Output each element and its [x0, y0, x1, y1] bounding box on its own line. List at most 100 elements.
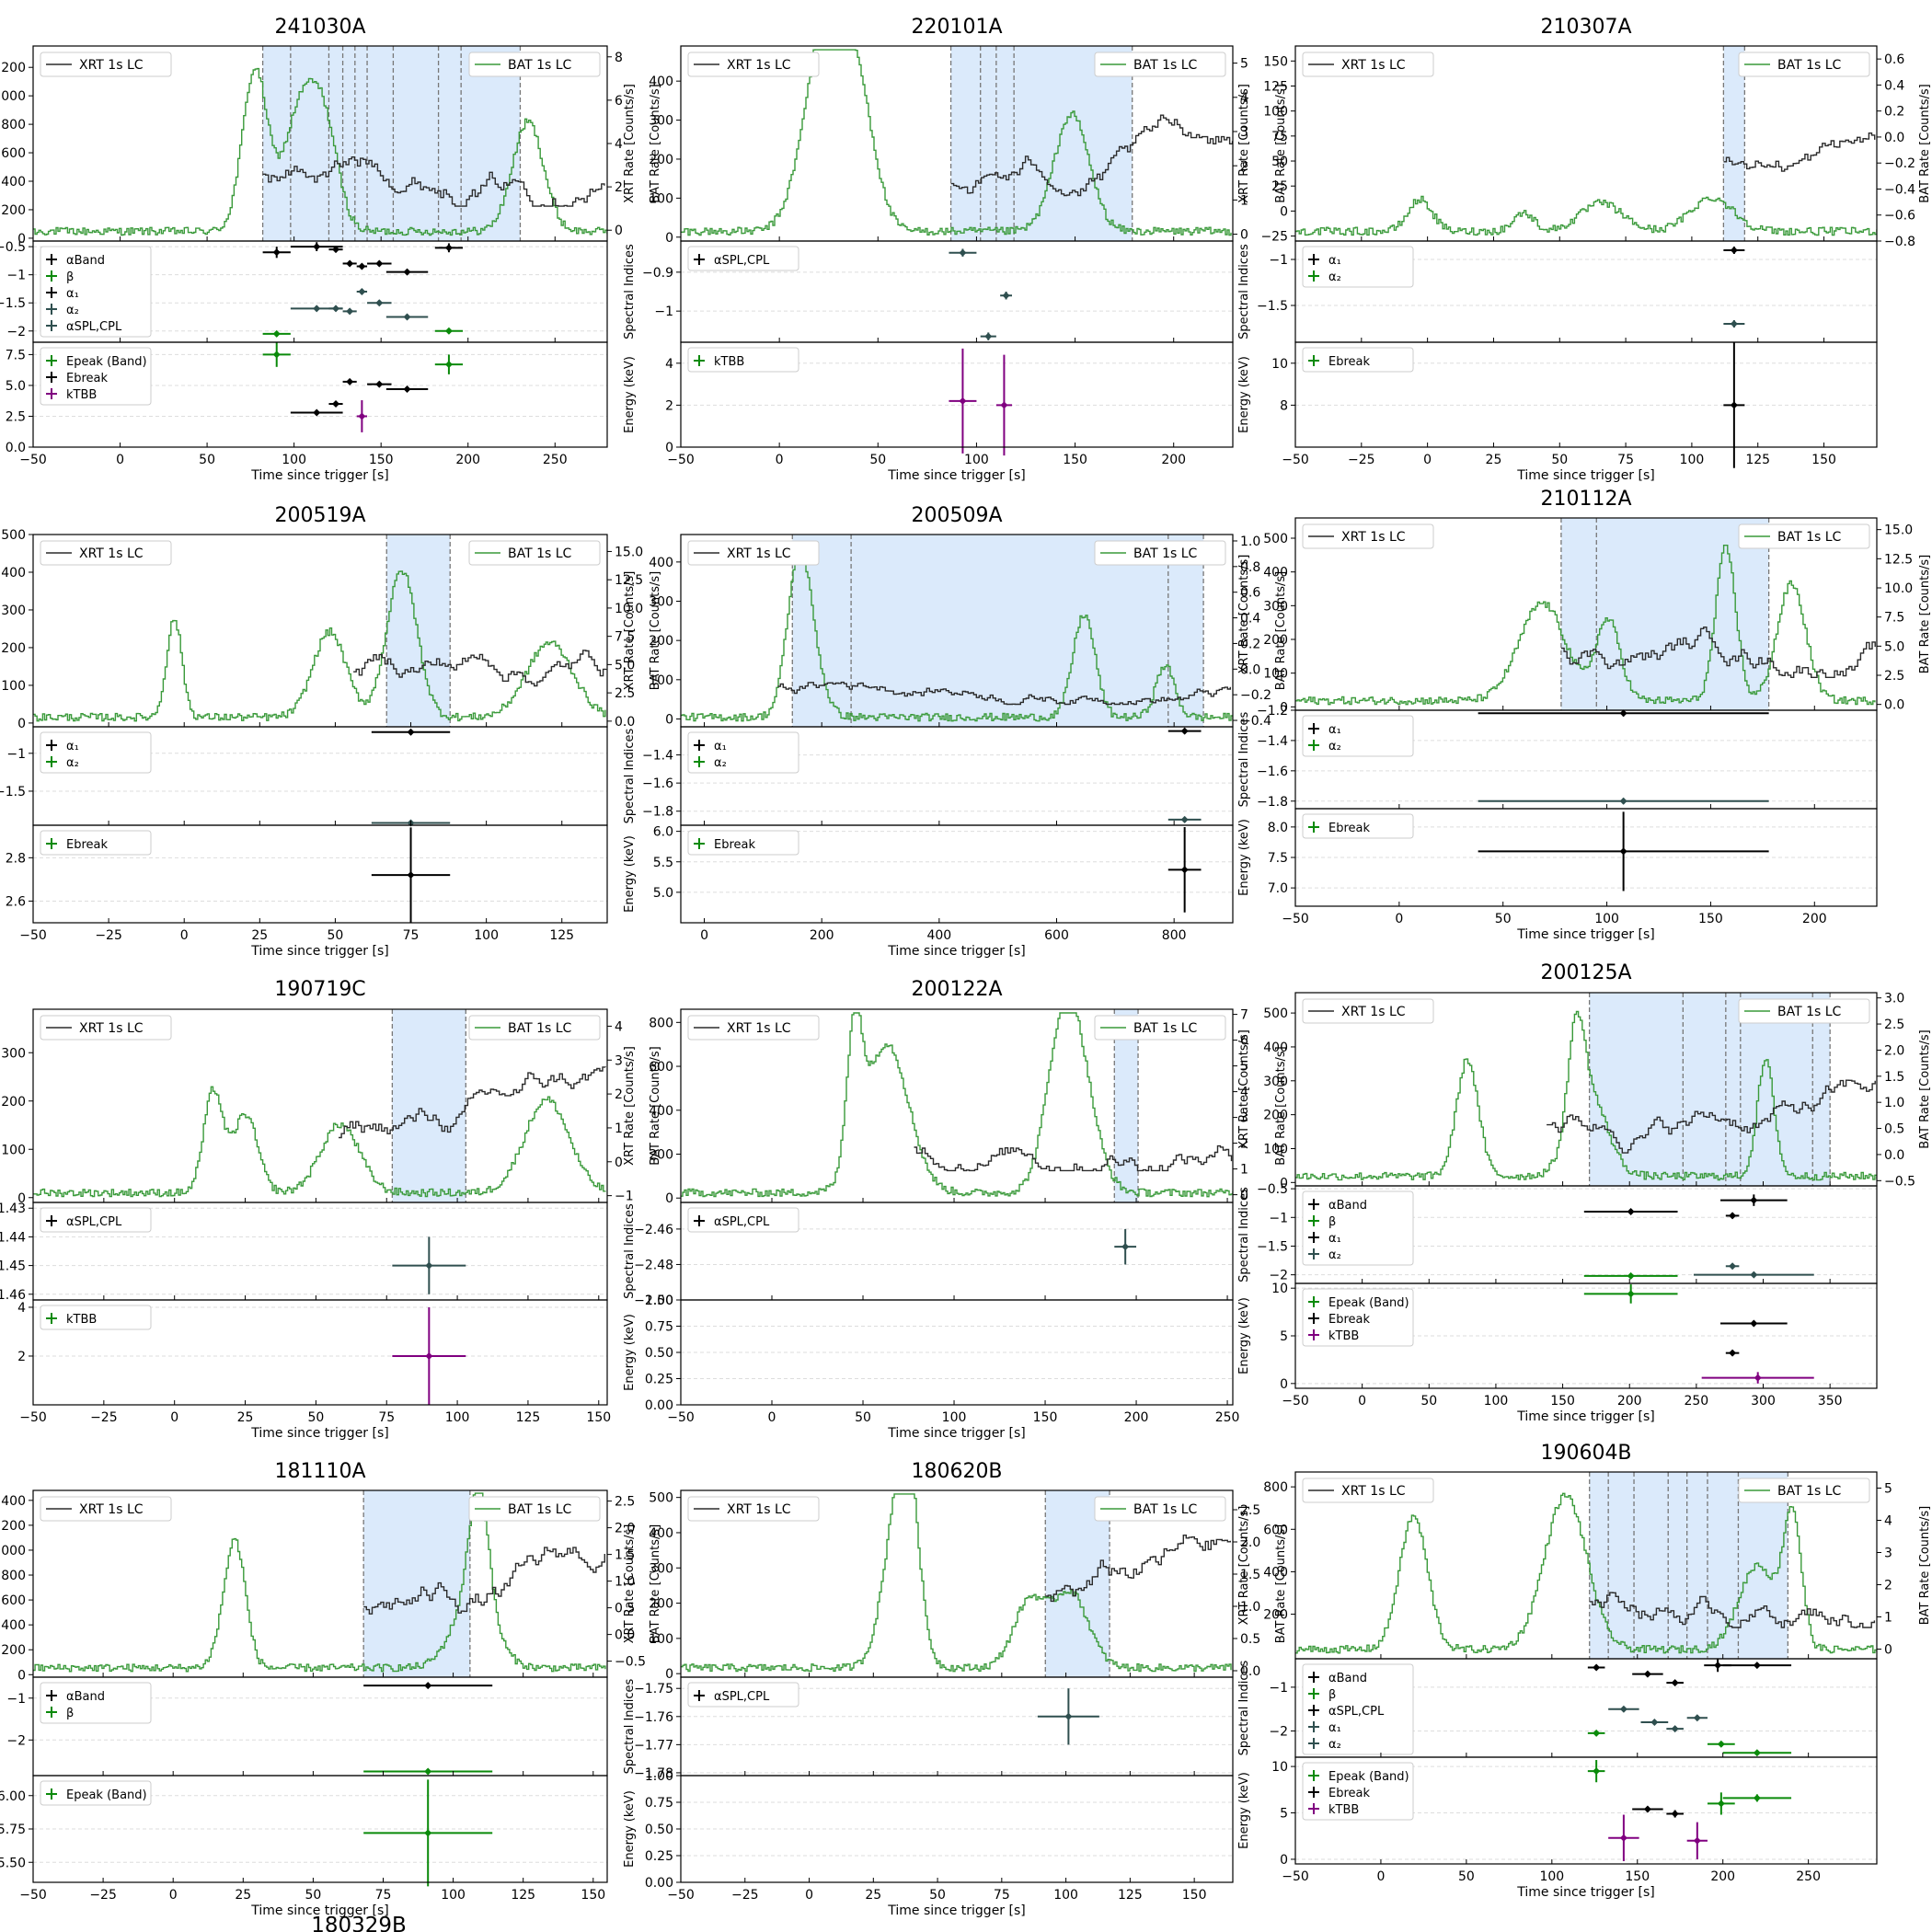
spec-legend-label: β: [66, 1707, 74, 1720]
spec-legend-marker: [1308, 1232, 1319, 1243]
energy-tick-label: 1.00: [645, 1294, 673, 1308]
x-tick-label: 50: [855, 1410, 871, 1425]
x-axis-label: Time since trigger [s]: [887, 468, 1025, 483]
bat-curve: [33, 67, 607, 236]
marker: [346, 259, 354, 268]
bat-tick-label: 1.5: [1240, 1568, 1260, 1582]
x-tick-label: 150: [1811, 453, 1836, 467]
marker: [444, 327, 453, 335]
spec-ylabel: Spectral Indices: [1237, 1660, 1251, 1755]
energy-ylabel: Energy (keV): [623, 1790, 637, 1868]
spec-legend-marker: [1308, 254, 1319, 265]
energy-legend-box: [40, 1780, 152, 1806]
spec-legend-box: [40, 246, 152, 338]
spec-legend-marker: [1308, 1248, 1319, 1259]
bat-tick-label: −1: [615, 1190, 634, 1204]
energy-legend-label: Epeak (Band): [1328, 1296, 1409, 1310]
bat-tick-label: 1.0: [1240, 535, 1260, 549]
energy-point-1: [1720, 1319, 1788, 1328]
x-tick-label: 200: [1124, 1410, 1149, 1425]
spec-legend-marker: [46, 1707, 57, 1718]
marker: [1619, 847, 1627, 856]
energy-legend-label: kTBB: [1328, 1803, 1359, 1817]
x-tick-label: 350: [1818, 1394, 1843, 1409]
xrt-tick-label: 200: [1, 1095, 26, 1110]
energy-tick-label: 5.0: [6, 379, 26, 394]
spec-point-1: [1725, 1212, 1740, 1220]
bat-legend-label: BAT 1s LC: [1133, 1502, 1198, 1517]
bat-tick-label: 10.0: [1884, 581, 1913, 596]
bat-legend-label: BAT 1s LC: [1133, 1021, 1198, 1036]
analysis-window: [1560, 518, 1769, 710]
bat-tick-label: 2: [1240, 1137, 1248, 1152]
xrt-legend-box: [687, 1015, 820, 1041]
marker: [1643, 1670, 1651, 1678]
marker: [332, 305, 340, 313]
xrt-tick-label: 200: [649, 1597, 673, 1612]
bat-tick-label: 7.5: [615, 630, 635, 645]
spec-legend-label: αSPL,CPL: [714, 254, 770, 268]
bat-curve: [681, 1493, 1232, 1673]
x-tick-label: 600: [1044, 928, 1069, 943]
xrt-tick-label: 1000: [0, 1544, 26, 1558]
x-tick-label: −25: [95, 928, 122, 943]
energy-point-4: [342, 377, 357, 385]
spec-legend-marker: [46, 254, 57, 265]
x-tick-label: 125: [1118, 1888, 1143, 1903]
energy-tick-label: 5.50: [0, 1856, 26, 1870]
marker: [332, 400, 340, 408]
energy-legend-marker: [1308, 355, 1319, 366]
xrt-tick-label: 1400: [0, 1494, 26, 1509]
xrt-tick-label: 300: [649, 595, 673, 610]
spec-ylabel: Spectral Indices: [1237, 711, 1251, 807]
energy-legend-label: Epeak (Band): [66, 355, 147, 369]
spec-tick-label: −1.78: [634, 1766, 673, 1781]
xrt-tick-label: 100: [1263, 105, 1288, 120]
x-tick-label: −50: [667, 1888, 695, 1903]
bat-tick-label: 4: [1884, 1514, 1892, 1529]
analysis-window: [363, 1490, 470, 1677]
spec-tick-label: −1.45: [0, 1259, 26, 1274]
x-tick-label: 800: [1162, 928, 1187, 943]
x-tick-label: 0: [1395, 912, 1403, 926]
bat-legend-box: [468, 540, 601, 566]
xrt-tick-label: 1000: [0, 89, 26, 104]
bat-curve: [33, 1086, 606, 1198]
marker: [1693, 1714, 1701, 1722]
bottom-title: 180329B: [311, 1915, 407, 1932]
x-tick-label: 25: [865, 1888, 881, 1903]
bat-legend-label: BAT 1s LC: [508, 1502, 572, 1517]
spec-point-0: [1723, 247, 1745, 254]
x-tick-label: 200: [1710, 1869, 1735, 1884]
energy-frame: [1294, 1756, 1878, 1865]
energy-tick-label: 4: [665, 357, 673, 372]
energy-point-3: [328, 400, 343, 408]
spec-point-1: [1167, 815, 1202, 823]
bat-ylabel: BAT Rate [Counts/s]: [1274, 1524, 1288, 1644]
marker: [1717, 1800, 1725, 1808]
spec-legend-label: α₁: [714, 740, 727, 753]
energy-point-1: [434, 354, 464, 374]
spec-point-5: [367, 259, 392, 268]
x-tick-label: 125: [511, 1888, 535, 1903]
energy-legend-label: kTBB: [714, 355, 744, 369]
spec-tick-label: −1.5: [1257, 299, 1288, 314]
energy-frame: [1294, 808, 1878, 907]
spec-tick-label: −1: [1269, 253, 1288, 268]
marker: [1619, 797, 1627, 805]
x-tick-label: 0: [1358, 1394, 1366, 1409]
x-tick-label: 100: [441, 1888, 466, 1903]
xrt-legend-box: [687, 52, 820, 77]
bat-legend-box: [468, 1015, 601, 1041]
marker: [346, 377, 354, 385]
marker: [1593, 1767, 1601, 1776]
bat-legend-box: [1738, 1478, 1870, 1503]
xrt-tick-label: 400: [1, 1618, 26, 1633]
marker: [959, 397, 967, 405]
bat-tick-label: 12.5: [1884, 552, 1913, 567]
spec-tick-label: −1.4: [642, 749, 673, 764]
bat-tick-label: 2: [615, 180, 623, 195]
spec-point-1: [1632, 1670, 1663, 1678]
energy-ylabel: Energy (keV): [1237, 1772, 1251, 1849]
